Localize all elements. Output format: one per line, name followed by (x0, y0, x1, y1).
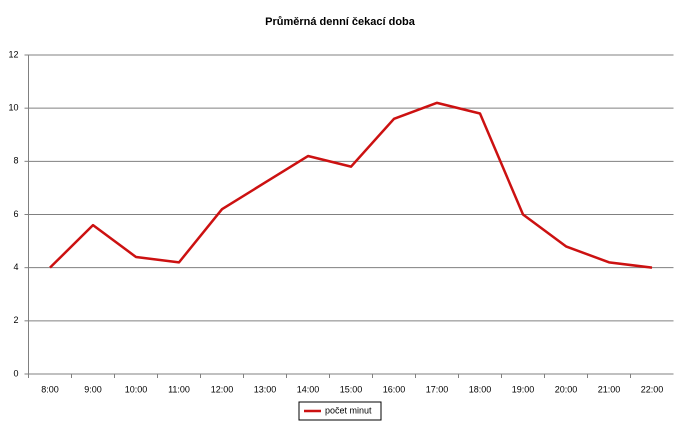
x-tick-label: 20:00 (555, 384, 578, 394)
legend-label: počet minut (325, 405, 372, 415)
chart-title: Průměrná denní čekací doba (265, 16, 416, 28)
x-tick-label: 9:00 (84, 384, 102, 394)
x-tick-label: 16:00 (383, 384, 406, 394)
y-tick-label: 10 (8, 103, 18, 113)
data-line (49, 101, 653, 269)
x-tick-label: 21:00 (598, 384, 621, 394)
y-tick-label: 6 (13, 209, 18, 219)
x-tick-label: 12:00 (211, 384, 234, 394)
x-tick-label: 13:00 (254, 384, 277, 394)
y-tick-label: 12 (8, 49, 18, 59)
x-tick-label: 22:00 (641, 384, 664, 394)
x-tick-label: 17:00 (426, 384, 449, 394)
legend-box (298, 401, 382, 421)
y-tick-label: 0 (13, 368, 18, 378)
x-tick-label: 8:00 (41, 384, 59, 394)
x-tick-label: 19:00 (512, 384, 535, 394)
y-tick-label: 8 (13, 156, 18, 166)
x-tick-label: 18:00 (469, 384, 492, 394)
y-tick-label: 2 (13, 315, 18, 325)
x-tick-label: 14:00 (297, 384, 320, 394)
x-tick-label: 11:00 (168, 384, 190, 394)
x-tick-label: 15:00 (340, 384, 363, 394)
y-tick-label: 4 (13, 262, 18, 272)
x-tick-label: 10:00 (125, 384, 148, 394)
